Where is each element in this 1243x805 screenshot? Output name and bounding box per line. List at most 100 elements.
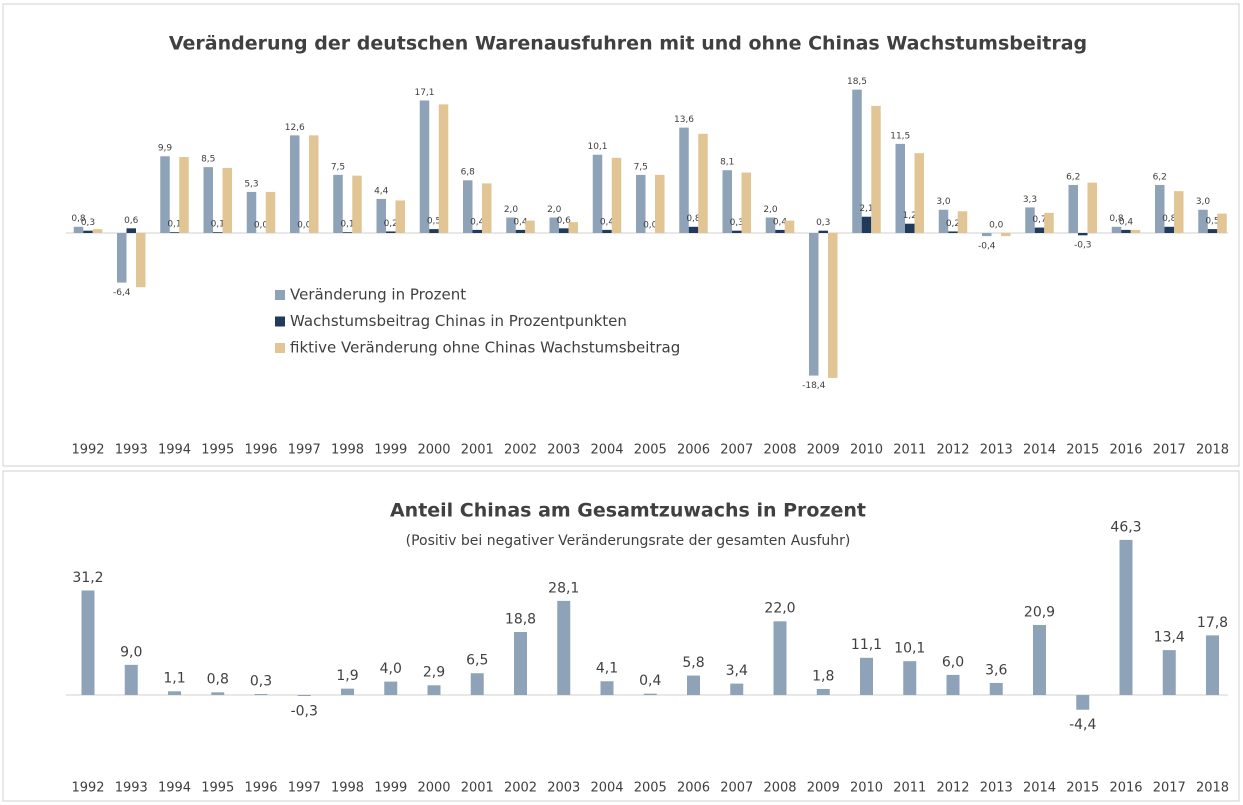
bar: [592, 154, 603, 233]
bar: [1111, 226, 1122, 233]
bar: [957, 211, 968, 233]
data-label: 18,5: [847, 77, 867, 87]
bar: [809, 233, 819, 376]
data-label: 0,5: [1205, 217, 1219, 227]
x-tick-label: 2016: [1109, 781, 1142, 796]
bar: [83, 230, 93, 233]
bar: [611, 157, 622, 233]
data-label: 0,4: [600, 217, 615, 227]
x-tick-label: 1994: [158, 443, 191, 458]
bar: [1044, 212, 1054, 233]
bar: [438, 104, 449, 233]
bar: [246, 191, 257, 233]
x-tick-label: 2000: [417, 443, 450, 458]
bar: [265, 191, 276, 233]
bar: [429, 229, 439, 233]
bar: [1155, 184, 1165, 233]
bar: [525, 220, 535, 233]
x-tick-label: 2017: [1153, 443, 1186, 458]
x-tick-label: 2003: [547, 781, 580, 796]
legend-label: Veränderung in Prozent: [290, 286, 466, 304]
bar: [376, 198, 386, 233]
data-label: 2,1: [859, 204, 873, 214]
x-tick-label: 2013: [980, 781, 1013, 796]
data-label: 46,3: [1110, 519, 1141, 535]
bar: [636, 174, 646, 233]
bar: [655, 174, 665, 233]
bar: [818, 230, 828, 233]
data-label: 2,9: [423, 665, 445, 681]
data-label: 0,4: [773, 217, 788, 227]
bar: [600, 681, 614, 695]
legend-swatch: [275, 343, 285, 353]
bar: [816, 688, 830, 695]
bar: [92, 229, 103, 233]
x-tick-label: 1996: [244, 781, 277, 796]
bar: [333, 174, 343, 233]
bar: [427, 685, 441, 695]
bar: [1162, 650, 1176, 695]
bar: [982, 233, 992, 237]
bar: [203, 167, 213, 233]
x-tick-label: 2012: [936, 781, 969, 796]
bar: [342, 232, 353, 233]
bar: [1025, 207, 1035, 233]
x-tick-label: 2002: [504, 443, 537, 458]
data-label: 0,2: [384, 219, 398, 229]
legend-label: Wachstumsbeitrag Chinas in Prozentpunkte…: [290, 312, 627, 330]
x-tick-label: 1995: [201, 781, 234, 796]
x-tick-label: 1992: [71, 443, 104, 458]
bar: [384, 681, 398, 695]
bar: [254, 693, 268, 695]
x-tick-label: 2014: [1023, 443, 1056, 458]
data-label: 0,3: [730, 218, 744, 228]
x-tick-label: 2008: [763, 781, 796, 796]
bar: [463, 180, 473, 233]
x-tick-label: 2007: [720, 443, 753, 458]
data-label: 3,4: [726, 663, 748, 679]
data-label: 3,3: [1023, 195, 1037, 205]
data-label: 0,0: [254, 220, 269, 230]
x-tick-label: 2005: [634, 781, 667, 796]
x-tick-label: 2008: [763, 443, 796, 458]
data-label: 8,5: [201, 155, 215, 165]
data-label: 20,9: [1024, 604, 1055, 620]
data-label: 0,5: [427, 217, 441, 227]
chart-title: Anteil Chinas am Gesamtzuwachs in Prozen…: [390, 500, 866, 522]
data-label: 0,1: [211, 220, 225, 230]
data-label: 11,1: [851, 637, 882, 653]
x-tick-label: 2001: [461, 781, 494, 796]
bar: [213, 232, 223, 233]
bar: [946, 674, 960, 695]
data-label: -6,4: [113, 288, 131, 298]
data-label: 7,5: [634, 162, 648, 172]
bar: [549, 217, 559, 233]
data-label: 0,4: [470, 217, 485, 227]
x-tick-label: 2003: [547, 443, 580, 458]
x-tick-label: 2001: [461, 443, 494, 458]
x-tick-label: 2015: [1066, 443, 1099, 458]
data-label: 1,1: [163, 671, 185, 687]
bar: [722, 170, 732, 233]
x-tick-label: 2004: [590, 781, 623, 796]
data-label: 0,8: [686, 214, 701, 224]
bar: [81, 590, 95, 695]
bar: [506, 217, 516, 233]
x-tick-label: 2014: [1023, 781, 1056, 796]
data-label: 2,0: [504, 205, 519, 215]
bar: [136, 233, 146, 288]
bar: [352, 175, 362, 233]
bar: [861, 216, 872, 233]
bar: [1078, 233, 1088, 236]
x-tick-label: 1993: [115, 443, 148, 458]
data-label: 6,5: [466, 653, 488, 669]
data-label: -4,4: [1069, 717, 1096, 733]
data-label: 0,1: [340, 220, 354, 230]
data-label: 10,1: [587, 142, 607, 152]
x-tick-label: 1997: [288, 443, 321, 458]
x-tick-label: 2009: [807, 781, 840, 796]
bar: [871, 105, 881, 233]
bar: [773, 621, 787, 695]
data-label: 3,0: [1196, 197, 1211, 207]
